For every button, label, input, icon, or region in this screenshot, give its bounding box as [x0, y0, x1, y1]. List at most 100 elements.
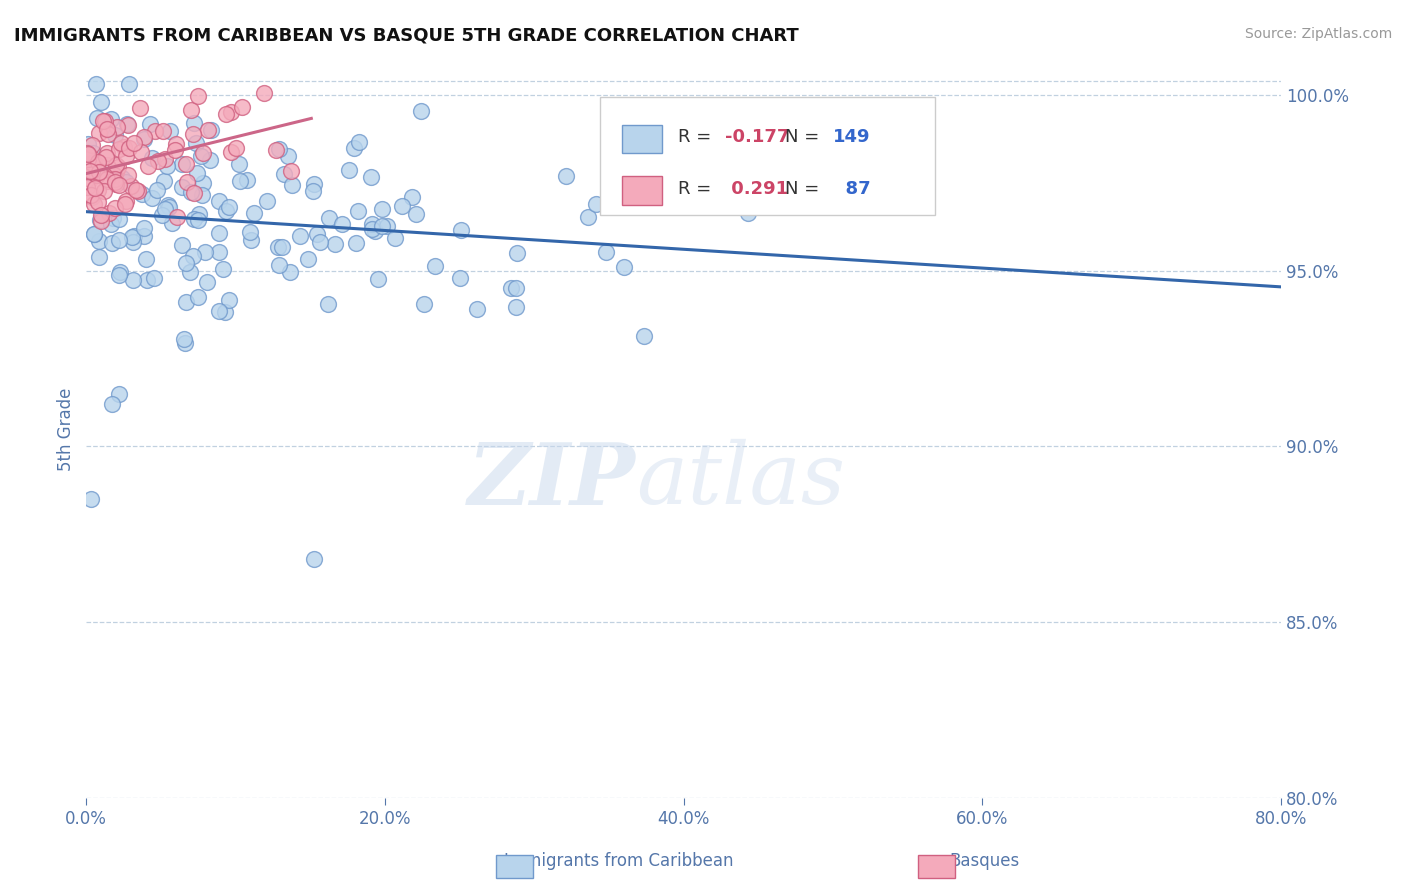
Text: Basques: Basques — [949, 852, 1019, 870]
Point — [80, 492, 103, 507]
Point — [449, 270, 471, 285]
Point — [96, 145, 118, 160]
Point — [281, 178, 304, 192]
Point — [76, 155, 98, 169]
Point — [172, 180, 194, 194]
Point — [467, 301, 489, 316]
Point — [117, 118, 139, 132]
Point — [131, 186, 153, 201]
Point — [179, 265, 201, 279]
Point — [104, 201, 127, 215]
Point — [96, 158, 118, 172]
Point — [82, 145, 104, 160]
Point — [243, 206, 266, 220]
Point — [176, 175, 198, 189]
Point — [107, 142, 129, 156]
Point — [218, 293, 240, 307]
Point — [187, 89, 209, 103]
Point — [297, 252, 319, 267]
Point — [84, 77, 107, 91]
Point — [165, 143, 187, 157]
Point — [86, 111, 108, 125]
Point — [228, 157, 250, 171]
Point — [221, 105, 243, 120]
Point — [737, 206, 759, 220]
Point — [89, 213, 111, 227]
Point — [110, 136, 132, 150]
Point — [114, 148, 136, 162]
Point — [87, 195, 110, 210]
Point — [208, 194, 231, 209]
Point — [112, 140, 135, 154]
Point — [83, 227, 105, 241]
Point — [100, 217, 122, 231]
Point — [105, 120, 128, 135]
Point — [194, 244, 217, 259]
Point — [301, 184, 323, 198]
Point — [111, 171, 134, 186]
Point — [191, 177, 214, 191]
Point — [156, 159, 179, 173]
Point — [225, 141, 247, 155]
Point — [323, 237, 346, 252]
Point — [77, 153, 100, 167]
Point — [332, 218, 354, 232]
Point — [139, 117, 162, 131]
Point — [613, 260, 636, 274]
Text: R =: R = — [678, 128, 717, 146]
Point — [180, 185, 202, 199]
Point — [94, 150, 117, 164]
Text: N =: N = — [785, 180, 825, 198]
Point — [145, 183, 167, 197]
Point — [89, 127, 111, 141]
Point — [156, 197, 179, 211]
Point — [80, 137, 103, 152]
Point — [117, 117, 139, 131]
Point — [273, 168, 295, 182]
Point — [165, 137, 187, 152]
Point — [506, 246, 529, 260]
Point — [305, 227, 328, 241]
Point — [121, 230, 143, 244]
Point — [195, 275, 218, 289]
Point — [135, 252, 157, 267]
Point — [87, 154, 110, 169]
Point — [193, 146, 215, 161]
Point — [256, 194, 278, 209]
Point — [231, 100, 253, 114]
Point — [153, 174, 176, 188]
Point — [423, 260, 446, 274]
Point — [118, 77, 141, 91]
Point — [172, 157, 194, 171]
Point — [87, 165, 110, 179]
Point — [360, 217, 382, 231]
Point — [499, 280, 522, 294]
Point — [141, 151, 163, 165]
Point — [107, 386, 129, 401]
Point — [134, 129, 156, 144]
Point — [82, 167, 104, 181]
Point — [337, 163, 360, 178]
Point — [505, 300, 527, 314]
Point — [633, 329, 655, 343]
Point — [318, 211, 340, 225]
Point — [280, 164, 302, 178]
Point — [107, 268, 129, 282]
Point — [79, 157, 101, 171]
Point — [371, 202, 394, 217]
Point — [93, 114, 115, 128]
Point — [391, 199, 413, 213]
Point — [129, 145, 152, 160]
Point — [127, 184, 149, 198]
Point — [215, 203, 238, 218]
Point — [409, 103, 432, 118]
Point — [90, 208, 112, 222]
Point — [264, 143, 287, 157]
Point — [83, 196, 105, 211]
Point — [676, 188, 699, 202]
Point — [96, 174, 118, 188]
Point — [142, 270, 165, 285]
Point — [141, 191, 163, 205]
Point — [152, 123, 174, 137]
Point — [76, 147, 98, 161]
